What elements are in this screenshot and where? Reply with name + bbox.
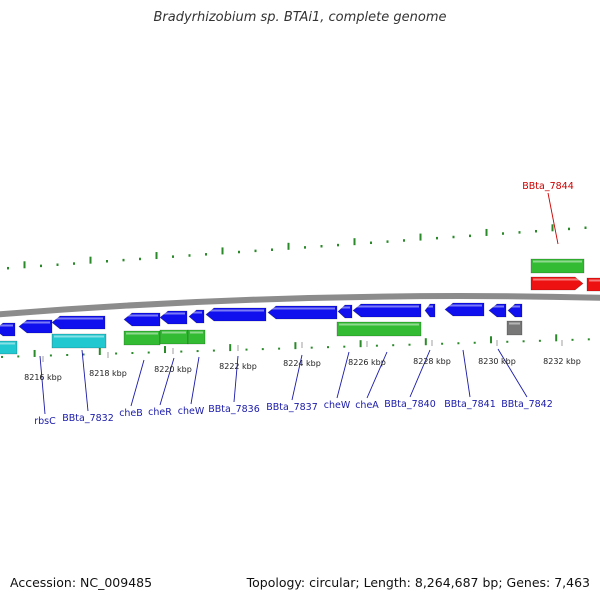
scale-label: 8232 kbp (543, 357, 581, 366)
gene-block-blue (188, 309, 205, 324)
gene-block-gray (506, 320, 523, 336)
gene-block-blue (123, 312, 161, 327)
scale-label: 8226 kbp (348, 358, 386, 367)
gene-label-cheW[interactable]: cheW (178, 406, 205, 417)
scale-labels: 8216 kbp 8218 kbp 8220 kbp 8222 kbp 8224… (24, 357, 581, 382)
gene-label-cheR[interactable]: cheR (148, 407, 172, 418)
gene-label-leader (497, 348, 528, 398)
gene-block-blue (205, 307, 267, 322)
gene-label-leader (190, 356, 200, 405)
scale-label: 8224 kbp (283, 359, 321, 368)
gene-label-leader (81, 349, 89, 412)
gene-block-cyan (0, 340, 18, 355)
gene-label-rbsC[interactable]: rbsC (34, 416, 56, 427)
gene-block-red (530, 276, 584, 291)
gene-block-blue (51, 315, 106, 330)
gene-block-blue (488, 303, 507, 318)
gene-label-leader-red (547, 192, 559, 245)
gene-label-BBta_7836[interactable]: BBta_7836 (208, 404, 260, 415)
gene-label-leaders (39, 192, 559, 415)
scale-label: 8218 kbp (89, 369, 127, 378)
gene-labels: rbsC BBta_7832 cheB cheR cheW BBta_7836 … (34, 181, 574, 427)
gene-block-blue (159, 310, 188, 325)
gene-label-leader (130, 359, 145, 407)
gene-label-leader (366, 351, 388, 399)
scale-marks (42, 340, 563, 362)
gene-block-cyan (51, 333, 107, 349)
accession-text: Accession: NC_009485 (10, 575, 153, 590)
gene-label-BBta_7837[interactable]: BBta_7837 (266, 402, 318, 413)
gene-label-BBta_7842[interactable]: BBta_7842 (501, 399, 553, 410)
gene-label-cheA[interactable]: cheA (355, 400, 379, 411)
gene-label-leader (336, 351, 350, 399)
gene-label-BBta_7844[interactable]: BBta_7844 (522, 181, 574, 192)
gene-block-blue (337, 304, 353, 319)
gene-label-leader (291, 354, 303, 401)
page-title: Bradyrhizobium sp. BTAi1, complete genom… (153, 10, 447, 25)
gene-label-BBta_7832[interactable]: BBta_7832 (62, 413, 114, 424)
gene-block-green (530, 258, 585, 274)
gene-block-blue (18, 319, 53, 334)
gene-label-cheW-2[interactable]: cheW (324, 400, 351, 411)
scale-label: 8230 kbp (478, 357, 516, 366)
gene-label-BBta_7841[interactable]: BBta_7841 (444, 399, 496, 410)
scale-label: 8222 kbp (219, 362, 257, 371)
gene-block-blue (0, 322, 16, 337)
gene-block-blue (424, 303, 436, 318)
gene-block-blue (444, 302, 485, 317)
scale-label: 8228 kbp (413, 357, 451, 366)
forward-strand-ticks (7, 224, 587, 270)
gene-block-green (187, 329, 206, 345)
reverse-strand-ticks (1, 334, 590, 358)
genome-summary-text: Topology: circular; Length: 8,264,687 bp… (246, 575, 590, 590)
gene-block-red (586, 277, 600, 292)
gene-block-blue (352, 303, 422, 318)
gene-label-leader (233, 355, 239, 403)
gene-block-blue (507, 303, 523, 318)
genome-backbone (0, 293, 600, 318)
gene-label-leader (409, 349, 431, 398)
scale-label: 8220 kbp (154, 365, 192, 374)
gene-block-green (336, 321, 422, 337)
gene-block-green (123, 330, 161, 346)
gene-track (0, 258, 600, 355)
gene-label-leader (462, 349, 471, 398)
gene-label-BBta_7840[interactable]: BBta_7840 (384, 399, 436, 410)
gene-label-leader (39, 355, 46, 415)
gene-label-leader (159, 357, 175, 406)
gene-label-cheB[interactable]: cheB (119, 408, 143, 419)
gene-block-blue (267, 305, 338, 320)
scale-label: 8216 kbp (24, 373, 62, 382)
